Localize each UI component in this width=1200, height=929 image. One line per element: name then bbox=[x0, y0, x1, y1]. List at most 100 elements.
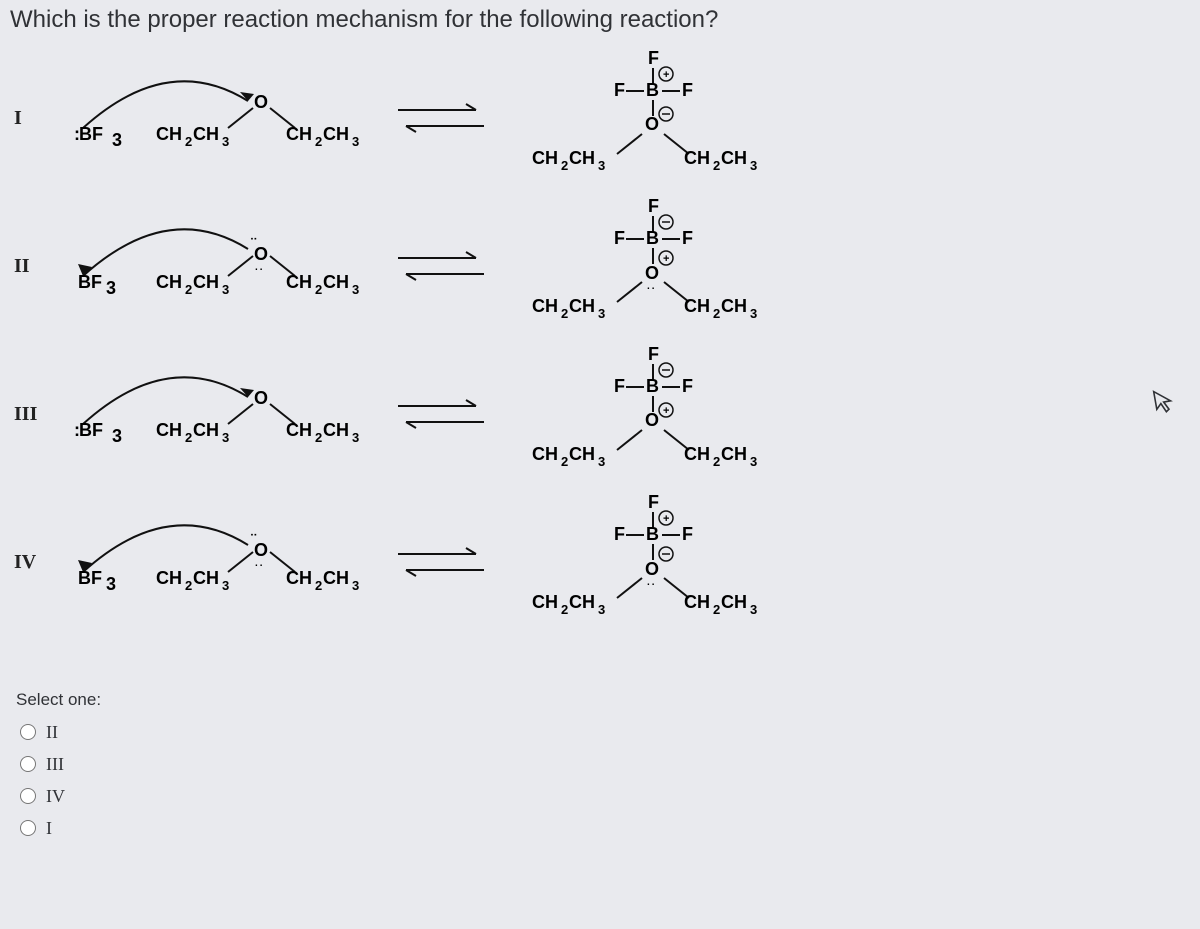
svg-text:2: 2 bbox=[315, 282, 322, 297]
svg-text:2: 2 bbox=[561, 602, 568, 617]
svg-text:CH: CH bbox=[569, 148, 595, 168]
svg-text:F: F bbox=[682, 376, 693, 396]
svg-text:B: B bbox=[646, 228, 659, 248]
svg-text:CH: CH bbox=[569, 296, 595, 316]
svg-text:CH: CH bbox=[193, 272, 219, 292]
roman-I: I bbox=[8, 107, 48, 130]
svg-text:O: O bbox=[645, 114, 659, 134]
equilibrium-arrows-IV bbox=[396, 544, 486, 580]
svg-text:2: 2 bbox=[561, 306, 568, 321]
mechanism-list: I :BF3 CH2CH3 O CH2CH3 bbox=[8, 44, 1192, 636]
svg-text:B: B bbox=[646, 376, 659, 396]
svg-text:CH: CH bbox=[684, 296, 710, 316]
svg-text:3: 3 bbox=[598, 158, 605, 173]
right-structure-IV: F + F B F O .. CH2CH3 CH2CH3 bbox=[514, 490, 794, 635]
svg-text:CH: CH bbox=[569, 592, 595, 612]
mechanism-row-IV: IV BF3 CH2CH3 ¨ O .. CH2CH3 bbox=[8, 488, 1192, 636]
quiz-page: Which is the proper reaction mechanism f… bbox=[0, 0, 1200, 929]
svg-text:+: + bbox=[663, 405, 669, 417]
equilibrium-arrows-III bbox=[396, 396, 486, 432]
svg-text:F: F bbox=[682, 524, 693, 544]
svg-text:3: 3 bbox=[106, 574, 116, 594]
svg-text:3: 3 bbox=[352, 578, 359, 593]
roman-III: III bbox=[8, 403, 48, 426]
svg-text:2: 2 bbox=[713, 454, 720, 469]
svg-text:CH: CH bbox=[286, 568, 312, 588]
svg-text:CH: CH bbox=[532, 592, 558, 612]
left-structure-IV: BF3 CH2CH3 ¨ O .. CH2CH3 bbox=[48, 500, 368, 625]
roman-II: II bbox=[8, 255, 48, 278]
svg-text:CH: CH bbox=[156, 272, 182, 292]
svg-text:2: 2 bbox=[315, 134, 322, 149]
svg-text:3: 3 bbox=[750, 454, 757, 469]
svg-text:3: 3 bbox=[598, 306, 605, 321]
svg-text:CH: CH bbox=[684, 444, 710, 464]
option-II-label: II bbox=[46, 722, 58, 743]
answer-block: Select one: II III IV I bbox=[16, 690, 1192, 844]
radio-I[interactable] bbox=[20, 820, 36, 836]
radio-IV[interactable] bbox=[20, 788, 36, 804]
svg-text:2: 2 bbox=[185, 430, 192, 445]
option-III[interactable]: III bbox=[16, 748, 1192, 780]
svg-text:CH: CH bbox=[156, 568, 182, 588]
right-structure-III: F F B F + O CH2CH3 CH2CH3 bbox=[514, 342, 794, 487]
svg-text:CH: CH bbox=[721, 148, 747, 168]
left-structure-II: BF3 CH2CH3 ¨ O .. CH2CH3 bbox=[48, 204, 368, 329]
svg-text:3: 3 bbox=[222, 578, 229, 593]
svg-text:CH: CH bbox=[193, 568, 219, 588]
svg-text:CH: CH bbox=[156, 124, 182, 144]
svg-text:3: 3 bbox=[598, 454, 605, 469]
svg-text:CH: CH bbox=[532, 444, 558, 464]
svg-text:B: B bbox=[646, 524, 659, 544]
svg-text:F: F bbox=[648, 196, 659, 216]
svg-text:3: 3 bbox=[352, 282, 359, 297]
option-I-label: I bbox=[46, 818, 52, 839]
svg-text::BF: :BF bbox=[74, 124, 103, 144]
svg-text:CH: CH bbox=[684, 148, 710, 168]
svg-text:F: F bbox=[648, 344, 659, 364]
svg-text:2: 2 bbox=[561, 454, 568, 469]
svg-text:CH: CH bbox=[323, 272, 349, 292]
svg-text:F: F bbox=[648, 492, 659, 512]
svg-text:..: .. bbox=[255, 558, 265, 569]
option-II[interactable]: II bbox=[16, 716, 1192, 748]
svg-text:CH: CH bbox=[193, 420, 219, 440]
svg-text:CH: CH bbox=[684, 592, 710, 612]
mechanism-row-III: III :BF3 CH2CH3 O CH2CH3 F bbox=[8, 340, 1192, 488]
equilibrium-arrows-II bbox=[396, 248, 486, 284]
left-structure-III: :BF3 CH2CH3 O CH2CH3 bbox=[48, 352, 368, 477]
svg-text:B: B bbox=[646, 80, 659, 100]
option-I[interactable]: I bbox=[16, 812, 1192, 844]
svg-text:3: 3 bbox=[222, 430, 229, 445]
svg-text:CH: CH bbox=[156, 420, 182, 440]
svg-text:CH: CH bbox=[569, 444, 595, 464]
svg-text:+: + bbox=[663, 69, 669, 81]
svg-text:..: .. bbox=[647, 281, 657, 292]
svg-text:+: + bbox=[663, 253, 669, 265]
svg-text:2: 2 bbox=[185, 134, 192, 149]
svg-text:F: F bbox=[682, 228, 693, 248]
svg-text:3: 3 bbox=[352, 430, 359, 445]
svg-text:CH: CH bbox=[721, 444, 747, 464]
svg-text:CH: CH bbox=[323, 420, 349, 440]
option-IV[interactable]: IV bbox=[16, 780, 1192, 812]
svg-text:F: F bbox=[682, 80, 693, 100]
radio-III[interactable] bbox=[20, 756, 36, 772]
option-IV-label: IV bbox=[46, 786, 65, 807]
svg-text:2: 2 bbox=[315, 578, 322, 593]
question-text: Which is the proper reaction mechanism f… bbox=[10, 6, 1192, 34]
svg-text:O: O bbox=[645, 410, 659, 430]
svg-text:2: 2 bbox=[713, 306, 720, 321]
svg-text:CH: CH bbox=[721, 296, 747, 316]
svg-text:3: 3 bbox=[106, 278, 116, 298]
svg-text:CH: CH bbox=[323, 124, 349, 144]
svg-text:2: 2 bbox=[315, 430, 322, 445]
svg-text:F: F bbox=[614, 376, 625, 396]
svg-text:F: F bbox=[614, 228, 625, 248]
svg-text:F: F bbox=[614, 524, 625, 544]
roman-IV: IV bbox=[8, 551, 48, 574]
radio-II[interactable] bbox=[20, 724, 36, 740]
svg-text:3: 3 bbox=[112, 426, 122, 446]
svg-text:O: O bbox=[645, 263, 659, 283]
svg-text:3: 3 bbox=[352, 134, 359, 149]
